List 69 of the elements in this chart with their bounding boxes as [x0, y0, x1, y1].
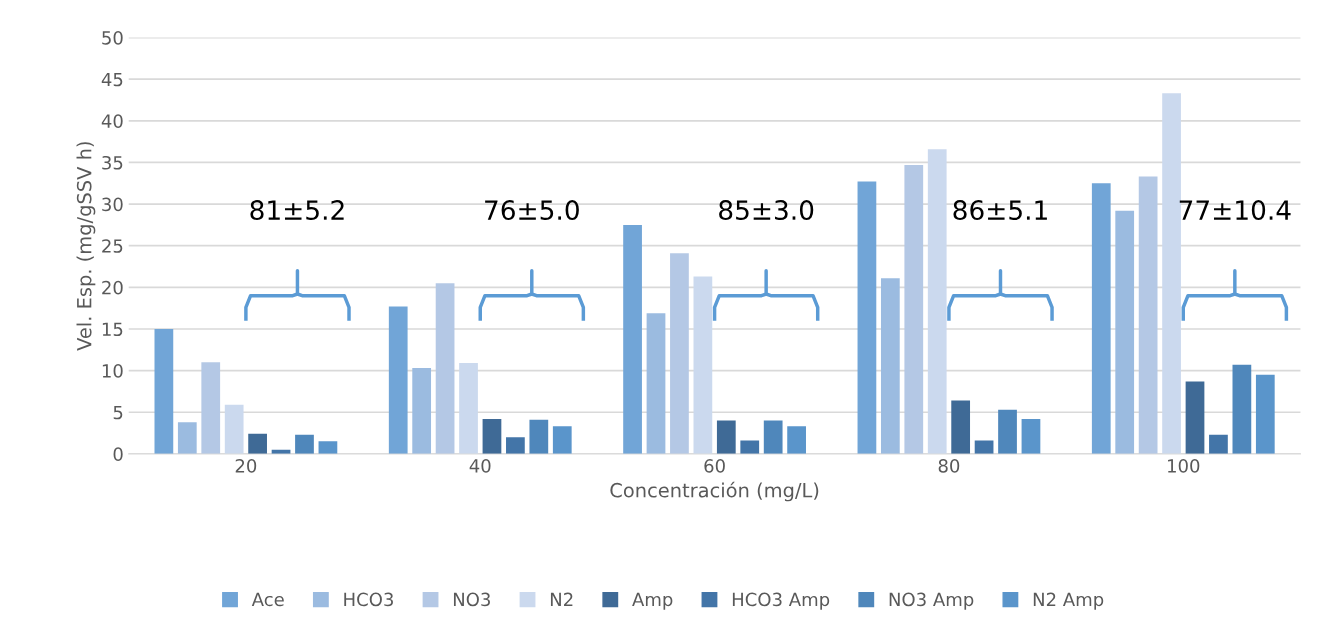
y-tick-label: 5	[113, 405, 123, 420]
bar	[1162, 93, 1181, 454]
bar	[1232, 364, 1252, 454]
bar	[857, 181, 877, 454]
y-axis-title: Vel. Esp. (mg/gSSV h)	[76, 142, 96, 351]
bar	[623, 224, 642, 454]
legend-label: NO3	[453, 592, 490, 607]
legend-label: N2	[550, 592, 573, 606]
bar	[670, 253, 689, 454]
bar	[880, 278, 900, 454]
bar	[224, 404, 244, 454]
bar	[1091, 183, 1111, 454]
bar	[1209, 434, 1228, 454]
y-tick-label: 20	[102, 280, 123, 295]
annotation: 85±3.0	[719, 200, 814, 221]
x-axis-title: Concentración (mg/L)	[610, 481, 819, 502]
bar	[482, 418, 502, 454]
y-tick-label: 10	[102, 364, 123, 378]
bar	[1138, 176, 1158, 454]
legend-label: HCO3 Amp	[732, 592, 830, 610]
bar	[951, 400, 971, 454]
annotation: 77±10.4	[1179, 200, 1291, 221]
x-tick-label: 80	[938, 459, 960, 473]
legend-label: Amp	[632, 592, 673, 610]
bar	[201, 362, 221, 454]
bar	[1255, 374, 1275, 454]
bar	[295, 434, 314, 454]
y-tick-label: 40	[101, 114, 123, 128]
legend-label: N2 Amp	[1033, 592, 1104, 610]
y-tick-label: 0	[113, 447, 123, 461]
y-tick-label: 25	[102, 239, 123, 253]
annotation: 81±5.2	[250, 200, 344, 221]
bar	[1021, 418, 1041, 454]
bar	[248, 433, 267, 454]
y-tick-label: 50	[102, 31, 123, 45]
bar	[154, 328, 174, 454]
x-tick-label: 60	[704, 459, 725, 473]
bar	[1185, 381, 1205, 454]
bar	[1115, 210, 1135, 454]
bar	[693, 276, 713, 454]
annotation: 76±5.0	[485, 200, 579, 221]
y-tick-label: 35	[102, 155, 123, 170]
legend-label: HCO3	[344, 592, 393, 607]
bar	[716, 420, 736, 454]
legend-label: Ace	[251, 592, 284, 607]
bar	[318, 441, 338, 454]
bar	[646, 313, 666, 454]
bar	[506, 437, 525, 454]
bar	[927, 149, 947, 454]
y-tick-label: 15	[102, 322, 123, 337]
bar	[740, 440, 760, 454]
bar	[787, 426, 806, 454]
x-tick-label: 100	[1168, 459, 1200, 473]
bar	[998, 409, 1017, 454]
bar	[412, 368, 432, 454]
y-tick-label: 30	[102, 197, 123, 212]
bar	[552, 426, 572, 454]
bar	[529, 419, 549, 454]
y-tick-label: 45	[101, 72, 123, 87]
x-tick-label: 40	[469, 459, 491, 473]
bar	[388, 306, 408, 454]
annotation: 86±5.1	[953, 200, 1047, 221]
legend-label: NO3 Amp	[889, 592, 974, 610]
bar	[435, 283, 455, 454]
bar	[177, 422, 197, 454]
bar	[763, 420, 783, 454]
bar	[904, 164, 924, 454]
bar	[459, 363, 478, 454]
x-tick-label: 20	[235, 459, 257, 473]
